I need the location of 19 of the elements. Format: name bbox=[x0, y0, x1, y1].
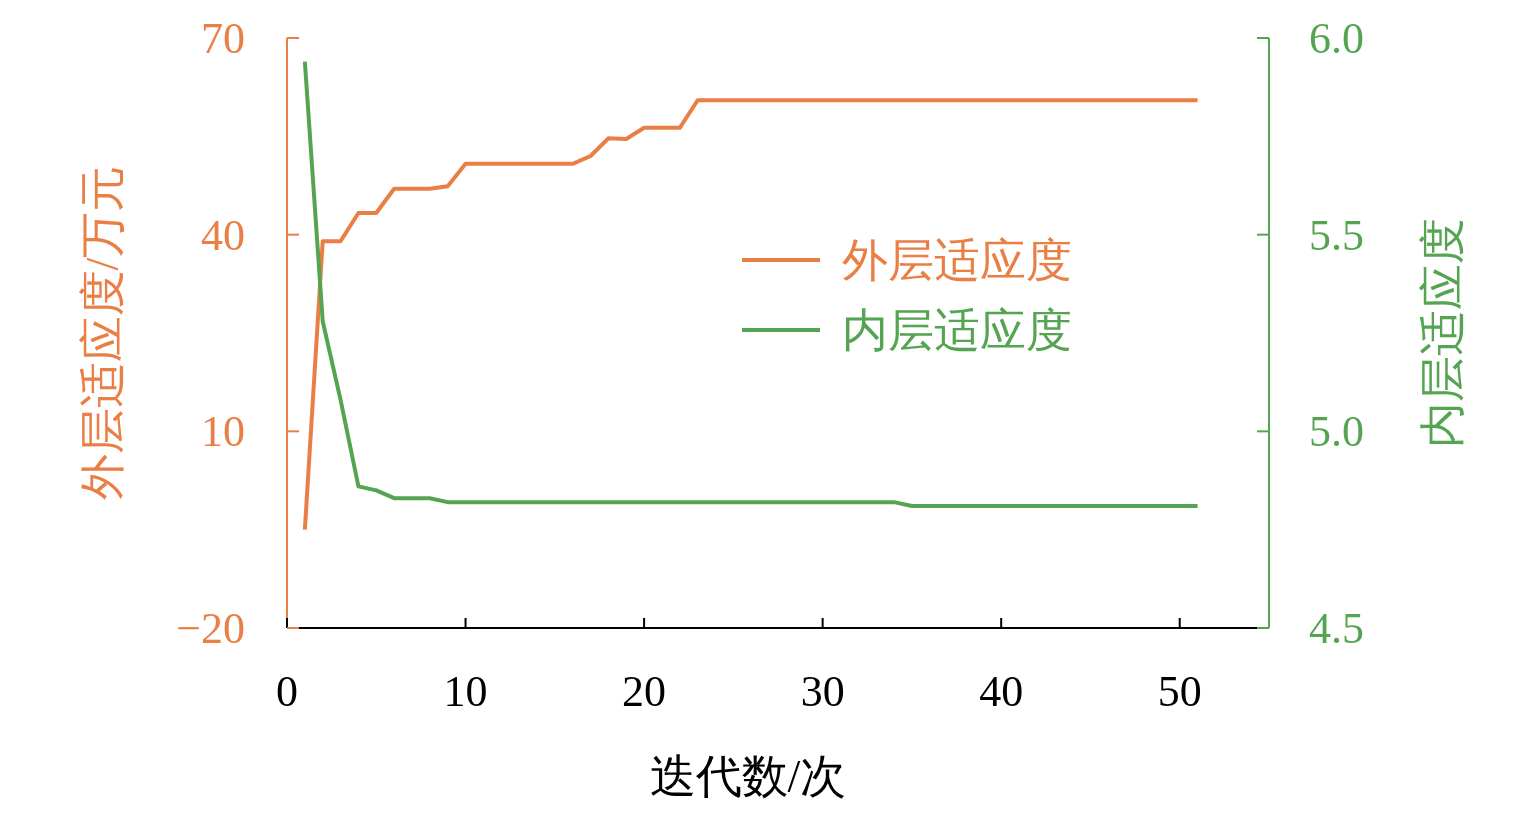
x-axis-title: 迭代数/次 bbox=[649, 751, 847, 802]
x-tick-label: 40 bbox=[979, 667, 1024, 716]
y2-tick-label: 5.0 bbox=[1309, 407, 1364, 457]
y-tick-label: −20 bbox=[176, 604, 245, 653]
y-tick-label: 40 bbox=[201, 210, 245, 260]
y-tick-label: 10 bbox=[201, 407, 245, 457]
y2-tick-label: 5.5 bbox=[1309, 210, 1364, 260]
x-tick-label: 10 bbox=[443, 667, 488, 716]
y2-tick-label: 4.5 bbox=[1309, 604, 1364, 653]
y-axis-title: 外层适应度/万元 bbox=[77, 165, 128, 501]
y2-tick-label: 6.0 bbox=[1309, 14, 1364, 63]
y2-axis-title: 内层适应度 bbox=[1417, 218, 1468, 448]
x-tick-label: 30 bbox=[800, 667, 845, 716]
x-tick-label: 0 bbox=[276, 667, 298, 716]
y-tick-label: 70 bbox=[201, 14, 245, 63]
legend-label: 外层适应度 bbox=[842, 235, 1072, 286]
legend-label: 内层适应度 bbox=[842, 305, 1072, 356]
x-tick-label: 20 bbox=[622, 667, 667, 716]
x-tick-label: 50 bbox=[1157, 667, 1202, 716]
